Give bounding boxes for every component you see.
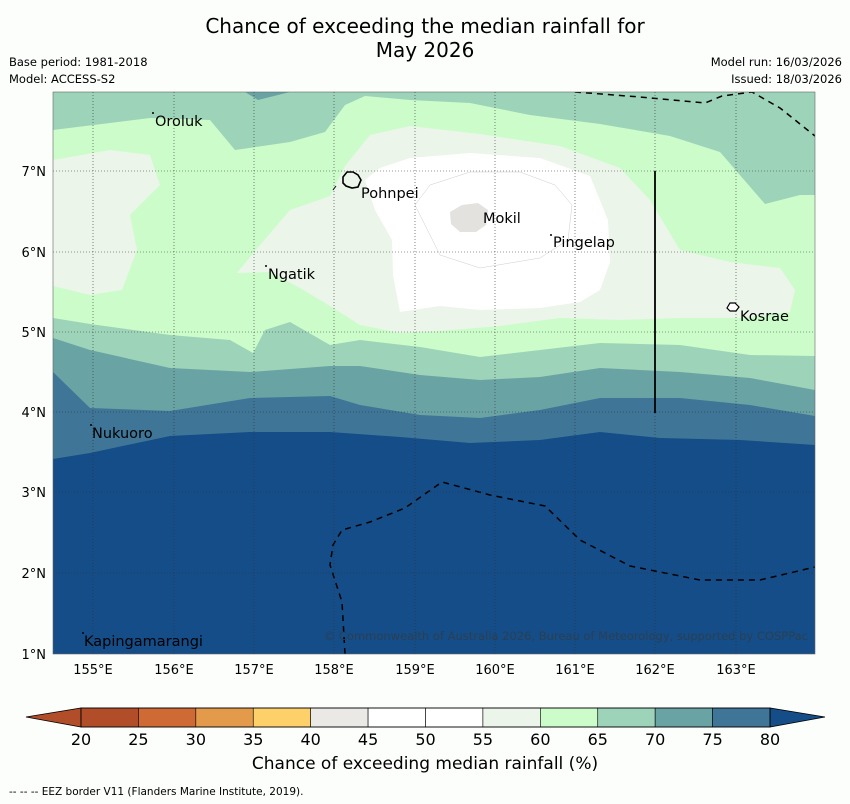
copyright-note: © Commonwealth of Australia 2026, Bureau… bbox=[324, 629, 808, 643]
eez-legend: -- -- -- EEZ border V11 (Flanders Marine… bbox=[9, 786, 304, 798]
colorbar-tick: 65 bbox=[588, 730, 608, 745]
base-period: Base period: 1981-2018 bbox=[9, 55, 148, 69]
nukuoro-dot bbox=[90, 424, 92, 426]
pohnpei-atoll bbox=[332, 185, 337, 191]
place-kapingamarangi: Kapingamarangi bbox=[84, 634, 203, 650]
place-mokil: Mokil bbox=[483, 211, 521, 227]
y-tick: 7°N bbox=[22, 165, 47, 180]
colorbar-tick: 70 bbox=[645, 730, 665, 745]
colorbar-tick: 20 bbox=[71, 730, 91, 745]
colorbar-tick: 40 bbox=[300, 730, 320, 745]
colorbar-segment bbox=[425, 707, 484, 728]
y-tick: 1°N bbox=[22, 648, 47, 663]
place-ngatik: Ngatik bbox=[268, 267, 316, 283]
eez-border-south bbox=[329, 481, 815, 654]
colorbar-tick: 30 bbox=[186, 730, 206, 745]
x-tick: 163°E bbox=[716, 663, 756, 678]
x-tick: 156°E bbox=[154, 663, 194, 678]
colorbar-tick: 80 bbox=[760, 730, 780, 745]
issued-date: Issued: 18/03/2026 bbox=[731, 72, 842, 86]
colorbar-segment bbox=[138, 707, 197, 728]
colorbar-tick: 55 bbox=[473, 730, 493, 745]
model-name: Model: ACCESS-S2 bbox=[9, 72, 116, 86]
x-tick: 155°E bbox=[73, 663, 113, 678]
colorbar-segment bbox=[252, 707, 311, 728]
colorbar-low-arrow bbox=[25, 707, 82, 728]
forecast-map: Oroluk Pohnpei Mokil Pingelap Ngatik Kos… bbox=[22, 91, 826, 745]
y-tick: 2°N bbox=[22, 567, 47, 582]
oroluk-dot bbox=[152, 112, 154, 114]
colorbar-tick: 75 bbox=[702, 730, 722, 745]
colorbar-segment bbox=[654, 707, 713, 728]
colorbar-tick: 60 bbox=[530, 730, 550, 745]
x-tick: 158°E bbox=[314, 663, 354, 678]
colorbar-tick: 35 bbox=[243, 730, 263, 745]
gridlines bbox=[53, 92, 815, 654]
band-40 bbox=[450, 203, 488, 232]
y-tick: 6°N bbox=[22, 246, 47, 261]
y-tick: 5°N bbox=[22, 326, 47, 341]
pohnpei-island bbox=[342, 171, 362, 189]
x-tick: 159°E bbox=[395, 663, 435, 678]
model-run: Model run: 16/03/2026 bbox=[710, 55, 842, 69]
place-pohnpei: Pohnpei bbox=[361, 186, 419, 202]
place-kosrae: Kosrae bbox=[740, 309, 789, 325]
x-axis-labels: 155°E 156°E 157°E 158°E 159°E 160°E 161°… bbox=[73, 663, 756, 678]
colorbar-label: Chance of exceeding median rainfall (%) bbox=[251, 754, 599, 774]
colorbar-segment bbox=[597, 707, 656, 728]
colorbar-segment bbox=[195, 707, 254, 728]
x-tick: 161°E bbox=[555, 663, 595, 678]
place-pingelap: Pingelap bbox=[553, 235, 615, 251]
place-oroluk: Oroluk bbox=[155, 114, 203, 130]
title-line2: May 2026 bbox=[375, 38, 475, 62]
title-line1: Chance of exceeding the median rainfall … bbox=[205, 14, 645, 38]
ngatik-dot bbox=[265, 265, 267, 267]
colorbar-segment bbox=[540, 707, 599, 728]
colorbar-tick: 45 bbox=[358, 730, 378, 745]
colorbar-segment bbox=[367, 707, 426, 728]
y-tick: 4°N bbox=[22, 406, 47, 421]
colorbar-segment bbox=[310, 707, 369, 728]
y-axis-labels: 7°N 6°N 5°N 4°N 3°N 2°N 1°N bbox=[22, 165, 47, 663]
meta-right: Model run: 16/03/2026 Issued: 18/03/2026 bbox=[711, 54, 842, 88]
y-tick: 3°N bbox=[22, 486, 47, 501]
contour-fields: Oroluk Pohnpei Mokil Pingelap Ngatik Kos… bbox=[53, 92, 815, 654]
x-tick: 157°E bbox=[234, 663, 274, 678]
colorbar-high-arrow bbox=[769, 707, 826, 728]
map-title: Chance of exceeding the median rainfall … bbox=[0, 14, 850, 62]
colorbar-segment bbox=[482, 707, 541, 728]
colorbar-tick: 25 bbox=[128, 730, 148, 745]
pingelap-dot bbox=[550, 234, 552, 236]
kapinga-dot bbox=[82, 632, 84, 634]
x-tick: 160°E bbox=[475, 663, 515, 678]
meta-left: Base period: 1981-2018 Model: ACCESS-S2 bbox=[9, 54, 148, 88]
colorbar: 20 25 30 35 40 45 50 55 60 65 70 75 80 bbox=[25, 707, 826, 745]
kosrae-island bbox=[726, 302, 740, 312]
place-nukuoro: Nukuoro bbox=[92, 426, 153, 442]
colorbar-tick: 50 bbox=[415, 730, 435, 745]
x-tick: 162°E bbox=[635, 663, 675, 678]
band-45 bbox=[414, 171, 573, 269]
eez-border-north bbox=[574, 92, 815, 137]
colorbar-segment bbox=[80, 707, 139, 728]
colorbar-segment bbox=[712, 707, 771, 728]
